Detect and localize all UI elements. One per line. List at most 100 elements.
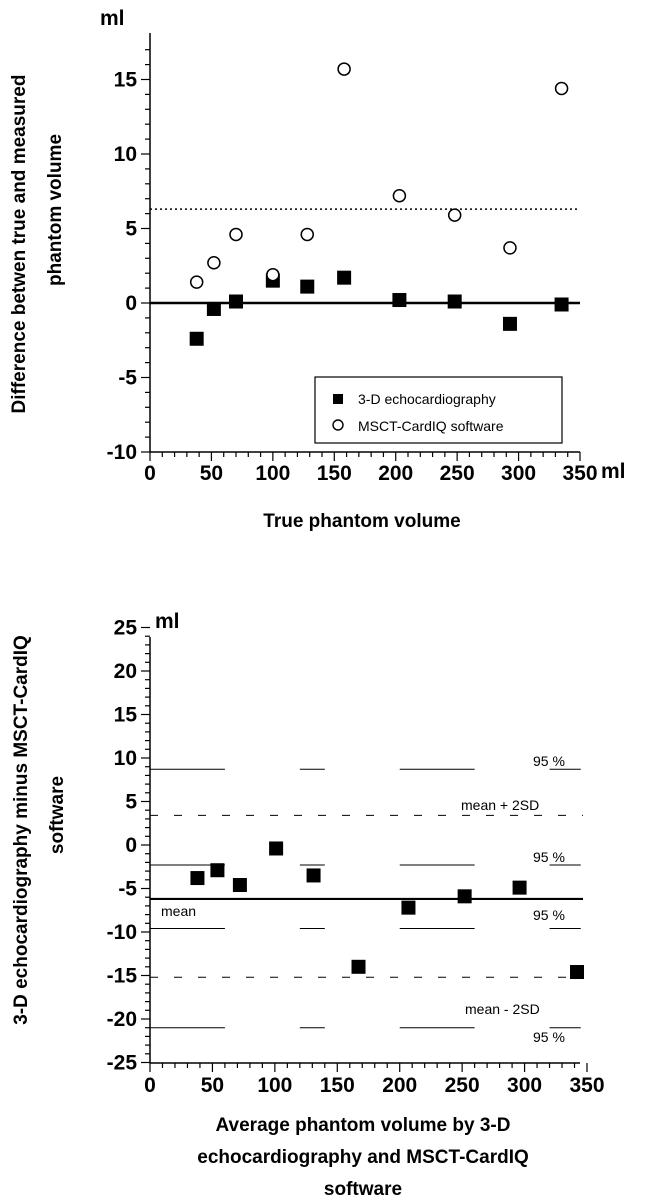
x-tick-label: 200 bbox=[378, 462, 413, 485]
x-tick-label: 350 bbox=[569, 1074, 604, 1097]
y-unit-label: ml bbox=[100, 7, 125, 30]
msct-circle-marker bbox=[503, 241, 517, 255]
legend: 3-D echocardiography MSCT-CardIQ softwar… bbox=[314, 376, 563, 444]
x-tick-label: 350 bbox=[562, 462, 597, 485]
msct-circle-marker bbox=[266, 267, 280, 282]
x-axis-ticks bbox=[149, 1063, 588, 1072]
msct-circle-marker bbox=[300, 227, 315, 242]
difference-square-marker bbox=[512, 880, 527, 895]
msct-circle-marker bbox=[337, 62, 351, 76]
legend-label-echo: 3-D echocardiography bbox=[358, 391, 496, 407]
difference-square-marker bbox=[232, 878, 247, 893]
y-axis-title-line-2: phantom volume bbox=[45, 134, 66, 286]
difference-square-marker bbox=[190, 871, 205, 886]
x-tick-labels: 0 50 100 150 200 250 300 350 bbox=[144, 1074, 604, 1097]
x-tick-label: 250 bbox=[440, 462, 475, 485]
y-axis-title-line-1: Difference betwen true and measured bbox=[9, 75, 30, 414]
x-unit-label: ml bbox=[601, 460, 626, 483]
legend-label-msct: MSCT-CardIQ software bbox=[358, 418, 504, 434]
difference-square-marker bbox=[269, 841, 284, 856]
x-axis-ticks bbox=[149, 452, 581, 461]
echo-square-marker bbox=[337, 270, 352, 285]
y-tick-label: 0 bbox=[125, 834, 137, 857]
y-tick-label: 20 bbox=[114, 660, 137, 683]
msct-circle-marker bbox=[392, 188, 407, 203]
msct-circle-marker bbox=[229, 227, 243, 242]
x-axis-title-line-2: echocardiography and MSCT-CardIQ bbox=[197, 1147, 529, 1168]
y-tick-labels: 25 20 15 10 5 0 -5 -10 -15 -20 -25 bbox=[107, 617, 138, 1075]
data-points bbox=[190, 841, 585, 980]
y-tick-label: 25 bbox=[114, 617, 138, 640]
x-tick-label: 300 bbox=[507, 1074, 542, 1097]
difference-square-marker bbox=[457, 889, 472, 904]
difference-square-marker bbox=[210, 863, 225, 878]
x-tick-label: 150 bbox=[317, 462, 352, 485]
msct-circle-marker bbox=[554, 81, 569, 96]
echo-square-marker bbox=[392, 293, 407, 308]
mean-minus-2sd-label: mean - 2SD bbox=[465, 1001, 540, 1017]
msct-circle-marker bbox=[207, 256, 221, 270]
y-unit-label: ml bbox=[155, 610, 180, 633]
x-tick-labels: 0 50 100 150 200 250 300 350 bbox=[144, 462, 597, 485]
x-tick-label: 50 bbox=[200, 462, 223, 485]
echo-square-marker bbox=[189, 331, 204, 346]
y-tick-label: -5 bbox=[118, 367, 137, 390]
mean-plus-2sd-label: mean + 2SD bbox=[461, 797, 539, 813]
ci-label-2: 95 % bbox=[533, 849, 565, 865]
x-tick-label: 150 bbox=[320, 1074, 355, 1097]
y-tick-label: -5 bbox=[118, 878, 137, 901]
x-tick-label: 50 bbox=[201, 1074, 224, 1097]
y-tick-label: 10 bbox=[114, 143, 137, 166]
echo-square-marker bbox=[229, 294, 243, 309]
x-tick-label: 0 bbox=[144, 462, 156, 485]
confidence-interval-lines bbox=[150, 768, 581, 1029]
x-axis-title-line-1: Average phantom volume by 3-D bbox=[216, 1115, 511, 1136]
y-tick-label: -15 bbox=[107, 965, 138, 988]
legend-square-marker bbox=[333, 394, 343, 404]
y-tick-label: -10 bbox=[107, 921, 137, 944]
y-axis-title-line-2: software bbox=[47, 776, 68, 854]
x-tick-label: 0 bbox=[144, 1074, 156, 1097]
x-axis-title: True phantom volume bbox=[263, 511, 460, 532]
mean-label: mean bbox=[161, 903, 196, 919]
x-axis-title-line-3: software bbox=[324, 1179, 402, 1200]
msct-circle-marker bbox=[189, 275, 204, 289]
y-tick-label: -10 bbox=[107, 441, 137, 464]
x-tick-label: 300 bbox=[501, 462, 536, 485]
y-tick-label: -25 bbox=[107, 1052, 138, 1075]
echo-square-marker bbox=[554, 297, 569, 312]
y-axis-title-line-1: 3-D echocardiography minus MSCT-CardIQ bbox=[11, 635, 32, 1025]
reference-lines bbox=[150, 814, 583, 978]
y-tick-label: -20 bbox=[107, 1008, 137, 1031]
y-tick-label: 10 bbox=[114, 747, 137, 770]
msct-circle-marker bbox=[447, 208, 462, 222]
difference-square-marker bbox=[306, 868, 321, 883]
ci-label-1: 95 % bbox=[533, 753, 565, 769]
difference-square-marker bbox=[570, 965, 585, 980]
legend-box bbox=[314, 376, 563, 444]
ci-label-4: 95 % bbox=[533, 1029, 565, 1045]
x-tick-label: 200 bbox=[382, 1074, 417, 1097]
echo-square-marker bbox=[447, 294, 462, 309]
echo-square-marker bbox=[206, 301, 221, 316]
y-tick-label: 5 bbox=[125, 218, 137, 241]
y-axis-ticks bbox=[141, 49, 150, 453]
y-tick-label: 15 bbox=[114, 69, 138, 92]
x-tick-label: 250 bbox=[445, 1074, 480, 1097]
echo-square-marker bbox=[502, 316, 517, 331]
x-tick-label: 100 bbox=[257, 1074, 292, 1097]
echo-square-marker bbox=[300, 279, 315, 294]
y-tick-label: 5 bbox=[125, 791, 137, 814]
difference-square-marker bbox=[401, 900, 416, 915]
legend-circle-marker bbox=[332, 419, 344, 431]
difference-square-marker bbox=[351, 959, 366, 974]
y-axis-ticks bbox=[141, 626, 150, 1064]
y-tick-label: 15 bbox=[114, 704, 138, 727]
ci-label-3: 95 % bbox=[533, 907, 565, 923]
data-points bbox=[189, 62, 569, 346]
y-tick-label: 0 bbox=[125, 292, 137, 315]
x-tick-label: 100 bbox=[255, 462, 290, 485]
